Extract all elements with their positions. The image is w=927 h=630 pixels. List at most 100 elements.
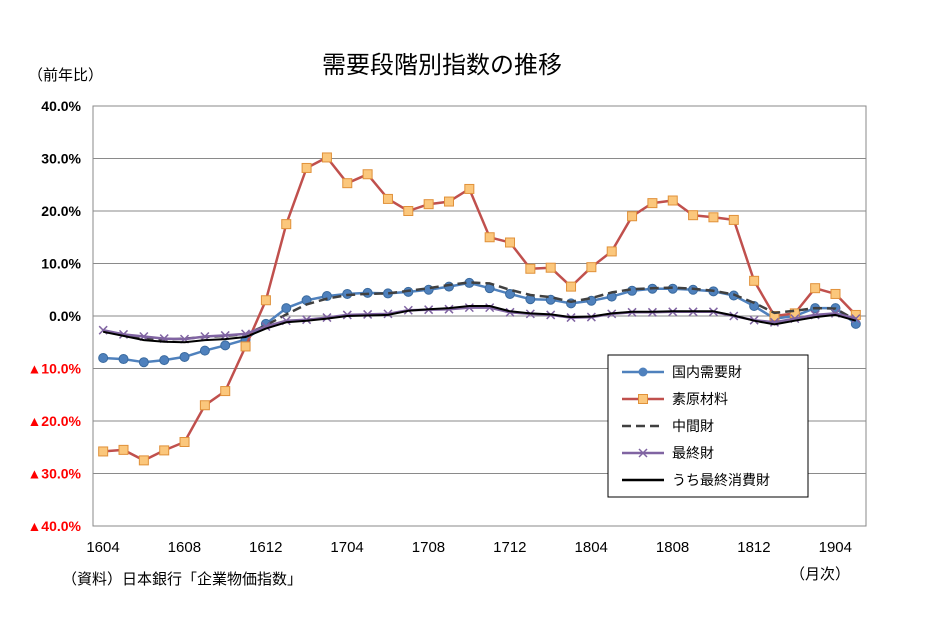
data-point	[260, 295, 271, 306]
data-point-stroke	[505, 307, 515, 317]
data-point	[444, 304, 454, 314]
legend-label: 素原材料	[672, 392, 728, 408]
x-tick-label: 1812	[737, 539, 770, 556]
data-point-stroke	[322, 313, 332, 323]
data-point	[220, 340, 231, 351]
data-point-stroke	[342, 310, 352, 320]
data-point	[443, 196, 454, 207]
x-tick-label: 1604	[86, 539, 119, 556]
data-point	[851, 314, 861, 324]
legend-label: 中間財	[672, 419, 714, 435]
y-tick-label: ▲20.0%	[27, 413, 81, 429]
data-point	[505, 288, 516, 299]
data-point	[281, 303, 292, 314]
data-point	[647, 198, 658, 209]
data-point	[98, 353, 109, 363]
legend-label: うち最終消費財	[672, 473, 770, 489]
data-point	[159, 355, 170, 366]
x-tick-label: 1608	[168, 539, 201, 556]
legend-marker	[638, 367, 648, 377]
data-point	[199, 400, 210, 411]
data-point	[525, 263, 536, 274]
legend-item-0: 国内需要財	[622, 365, 742, 381]
data-point	[627, 211, 638, 222]
data-point	[118, 354, 129, 365]
data-point	[423, 199, 434, 210]
legend-label: 最終財	[672, 446, 714, 462]
data-point	[302, 315, 312, 325]
data-point	[322, 313, 332, 323]
data-point-stroke	[851, 314, 861, 324]
data-point	[179, 437, 190, 447]
data-point-stroke	[464, 303, 474, 313]
data-point-stroke	[118, 329, 129, 339]
data-point	[505, 237, 516, 248]
y-tick-label: 0.0%	[49, 308, 81, 324]
legend-item-2: 中間財	[622, 419, 714, 435]
data-point	[98, 446, 109, 457]
x-tick-label: 1804	[575, 539, 608, 556]
series-group	[98, 152, 861, 466]
source-note: （資料）日本銀行「企業物価指数」	[62, 570, 302, 588]
series-4	[103, 305, 857, 344]
data-point	[464, 183, 475, 194]
x-axis-label: （月次）	[790, 565, 850, 583]
data-point	[830, 288, 841, 299]
data-point-stroke	[302, 315, 312, 325]
data-point	[138, 455, 149, 466]
legend-item-1: 素原材料	[622, 392, 728, 408]
legend-marker	[638, 394, 648, 404]
data-point	[728, 214, 739, 225]
data-point	[566, 281, 577, 292]
x-tick-label: 1712	[493, 539, 526, 556]
data-point	[688, 210, 699, 221]
data-point	[118, 444, 129, 455]
x-tick-label: 1808	[656, 539, 689, 556]
legend-item-4: うち最終消費財	[622, 473, 770, 489]
y-tick-label: 40.0%	[41, 98, 81, 114]
x-tick-label: 1612	[249, 539, 282, 556]
y-tick-label: 10.0%	[41, 256, 81, 272]
data-point	[708, 212, 719, 223]
data-point-stroke	[363, 309, 373, 319]
data-point	[586, 262, 597, 273]
data-point	[240, 341, 251, 352]
data-point	[220, 386, 231, 397]
data-point	[485, 303, 495, 313]
data-point	[382, 193, 393, 204]
data-point	[342, 178, 353, 189]
series-1	[98, 152, 861, 466]
data-point	[363, 309, 373, 319]
y-axis-label: （前年比）	[28, 66, 103, 84]
data-point	[281, 219, 292, 230]
legend-marker	[638, 448, 648, 458]
data-point	[749, 301, 760, 312]
data-point-stroke	[769, 317, 779, 327]
data-point	[301, 162, 312, 173]
data-point	[464, 303, 474, 313]
data-point	[749, 275, 760, 286]
data-point-stroke	[485, 303, 495, 313]
data-point	[667, 195, 678, 206]
data-point	[810, 283, 821, 294]
data-point	[342, 310, 352, 320]
data-point	[484, 232, 495, 243]
data-point	[403, 206, 414, 216]
y-tick-label: 30.0%	[41, 151, 81, 167]
data-point-stroke	[444, 304, 454, 314]
x-tick-labels: 1604 1608 1612 1704 1708 1712 1804 1808 1812 1904	[86, 539, 852, 556]
legend-label: 国内需要財	[672, 365, 742, 381]
x-tick-label: 1904	[819, 539, 852, 556]
data-point	[769, 317, 779, 327]
data-point	[321, 152, 332, 163]
legend-marker-stroke	[638, 448, 648, 458]
series-line-4	[103, 305, 857, 344]
data-point-stroke	[220, 330, 230, 340]
legend-item-3: 最終財	[622, 446, 714, 462]
data-point-stroke	[200, 331, 210, 342]
data-point	[138, 357, 149, 368]
x-tick-label: 1704	[330, 539, 363, 556]
y-tick-labels: 40.0% 30.0% 20.0% 10.0% 0.0% ▲10.0% ▲20.0% ▲30.…	[27, 98, 81, 534]
